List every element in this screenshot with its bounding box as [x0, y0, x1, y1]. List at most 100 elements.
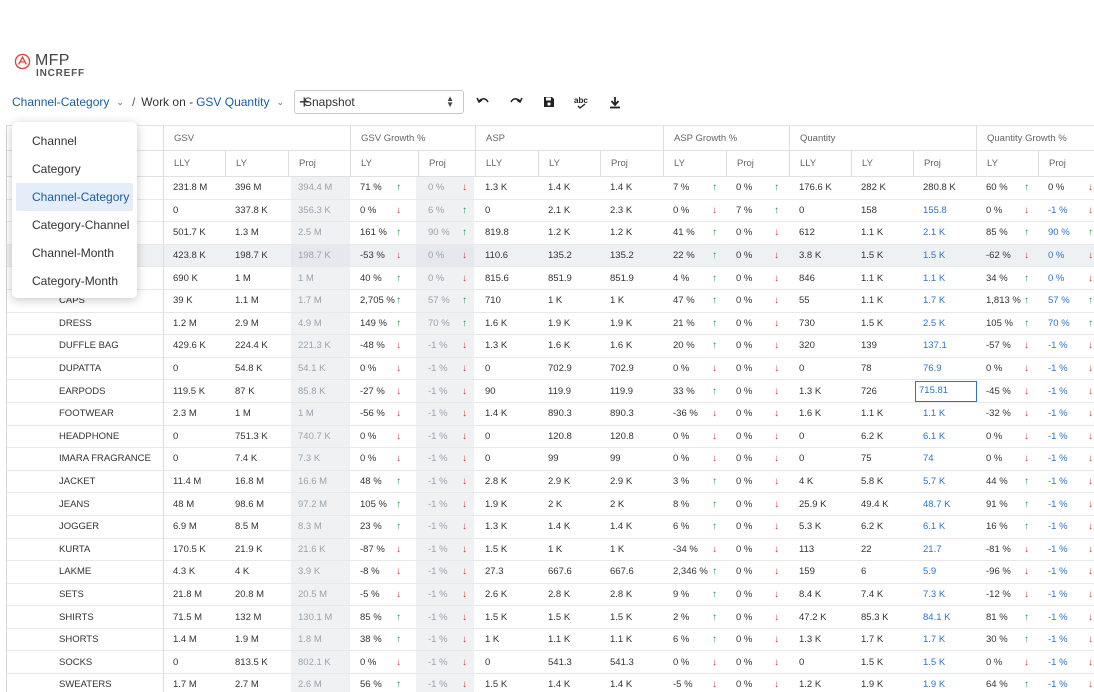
table-cell[interactable]: 221.3 K [298, 340, 331, 352]
table-cell[interactable]: 1.1 K [923, 408, 946, 420]
table-row[interactable]: KURTA 170.5 K 21.9 K 21.6 K -87 % -1 % 1.5 K 1 … [7, 538, 1094, 562]
table-cell[interactable]: -1 % [1048, 340, 1068, 352]
table-cell[interactable]: 155.8 [923, 204, 947, 216]
table-cell[interactable]: 4.9 M [298, 317, 322, 329]
group-header[interactable]: GSV Growth % [350, 126, 425, 150]
redo-icon[interactable] [507, 92, 525, 112]
table-cell[interactable]: 1.7 K [923, 295, 946, 307]
table-cell[interactable]: 8.3 M [298, 521, 322, 533]
table-cell[interactable]: 356.3 K [298, 204, 331, 216]
chevron-down-icon[interactable]: ⌄ [276, 96, 284, 107]
table-row[interactable]: 0 337.8 K 356.3 K 0 % 6 % 0 2.1 K 2.3 K 0 % 7 % 0 1… [7, 199, 1094, 223]
table-cell[interactable]: 1.7 M [298, 295, 322, 307]
table-row[interactable]: 501.7 K 1.3 M 2.5 M 161 % 90 % 819.8 1.2 K 1.2 … [7, 222, 1094, 245]
table-row[interactable]: SETS 21.8 M 20.8 M 20.5 M -5 % -1 % 2.6 K 2.8 K… [7, 583, 1094, 607]
table-row[interactable]: DRESS 1.2 M 2.9 M 4.9 M 149 % 70 % 1.6 K 1.9 K 1… [7, 312, 1094, 336]
table-cell[interactable]: 0 % [428, 250, 445, 262]
column-header[interactable]: Proj [418, 151, 446, 176]
table-cell[interactable]: 2.1 K [923, 227, 946, 239]
menu-item-category-channel[interactable]: Category-Channel [32, 218, 130, 232]
snapshot-select[interactable]: Snapshot ▲ ▼ [294, 90, 464, 114]
table-cell[interactable]: -1 % [1048, 204, 1068, 216]
table-row[interactable]: CAPS 39 K 1.1 M 1.7 M 2,705 % 57 % 710 1 K 1 K 47… [7, 289, 1094, 313]
column-header[interactable]: Proj [288, 151, 316, 176]
table-cell[interactable]: 1.7 K [923, 634, 946, 646]
download-icon[interactable] [606, 92, 624, 112]
menu-item-channel-month[interactable]: Channel-Month [32, 246, 115, 260]
table-cell[interactable]: 85.8 K [298, 385, 326, 397]
table-cell[interactable]: 1.1 K [923, 272, 946, 284]
table-cell[interactable]: -1 % [428, 363, 448, 375]
table-cell[interactable]: -1 % [1048, 566, 1068, 578]
table-cell[interactable]: -1 % [428, 611, 448, 623]
table-row[interactable]: 231.8 M 396 M 394.4 M 71 % 0 % 1.3 K 1.4 K 1.4 … [7, 177, 1094, 200]
table-row[interactable]: DUPATTA 0 54.8 K 54.1 K 0 % -1 % 0 702.9 702.9 0 … [7, 357, 1094, 381]
table-cell[interactable]: 137.1 [923, 340, 947, 352]
table-cell[interactable]: 74 [923, 453, 934, 465]
table-cell[interactable]: 2.5 K [923, 317, 946, 329]
table-cell[interactable]: 48.7 K [923, 498, 951, 510]
table-cell[interactable]: -1 % [428, 679, 448, 691]
add-button[interactable]: + [299, 92, 310, 112]
table-row[interactable]: SWEATERS 1.7 M 2.7 M 2.6 M 56 % -1 % 1.5 K 1.4 … [7, 674, 1094, 692]
level-selector[interactable]: Channel-Category [12, 95, 110, 109]
table-cell[interactable]: -1 % [1048, 679, 1068, 691]
table-cell[interactable]: -1 % [1048, 543, 1068, 555]
table-cell[interactable]: -1 % [428, 408, 448, 420]
table-cell[interactable]: 5.7 K [923, 476, 946, 488]
table-cell[interactable]: 198.7 K [298, 250, 331, 262]
table-row[interactable]: HEADPHONE 0 751.3 K 740.7 K 0 % -1 % 0 120.8 120… [7, 425, 1094, 449]
table-cell[interactable]: 54.1 K [298, 363, 326, 375]
table-cell[interactable]: -1 % [1048, 588, 1068, 600]
table-cell[interactable]: 70 % [428, 317, 450, 329]
column-header[interactable]: LY [225, 151, 247, 176]
column-header[interactable]: Proj [913, 151, 941, 176]
table-cell[interactable]: -1 % [1048, 498, 1068, 510]
table-cell[interactable]: 394.4 M [298, 182, 333, 194]
editing-cell-input[interactable]: 715.81 [915, 381, 977, 403]
table-cell[interactable]: 21.6 K [298, 543, 326, 555]
table-cell[interactable]: 6.1 K [923, 521, 946, 533]
table-cell[interactable]: -1 % [428, 543, 448, 555]
spell-check-icon[interactable]: abc [573, 92, 591, 112]
table-cell[interactable]: -1 % [428, 566, 448, 578]
table-cell[interactable]: 130.1 M [298, 611, 333, 623]
column-header[interactable]: LY [663, 151, 685, 176]
table-row[interactable]: LAKME 4.3 K 4 K 3.9 K -8 % -1 % 27.3 667.6 667.6… [7, 561, 1094, 584]
table-cell[interactable]: 1.9 K [923, 679, 946, 691]
table-row[interactable]: DUFFLE BAG 429.6 K 224.4 K 221.3 K -48 % -1 %… [7, 335, 1094, 358]
menu-item-category-month[interactable]: Category-Month [32, 274, 119, 288]
table-cell[interactable]: -1 % [428, 476, 448, 488]
table-cell[interactable]: -1 % [1048, 363, 1068, 375]
column-header[interactable]: Proj [600, 151, 628, 176]
table-row[interactable]: SHIRTS 71.5 M 132 M 130.1 M 85 % -1 % 1.5 K 1.5… [7, 606, 1094, 629]
group-header[interactable]: Quantity [789, 126, 835, 150]
table-cell[interactable]: 1 M [298, 408, 314, 420]
table-row[interactable]: SOCKS 0 813.5 K 802.1 K 0 % -1 % 0 541.3 541.3 0 … [7, 651, 1094, 675]
undo-icon[interactable] [474, 92, 492, 112]
table-cell[interactable]: -1 % [1048, 453, 1068, 465]
table-cell[interactable]: 1.5 K [923, 656, 946, 668]
table-cell[interactable]: -1 % [1048, 476, 1068, 488]
column-header[interactable]: Proj [1038, 151, 1066, 176]
table-cell[interactable]: -1 % [428, 453, 448, 465]
table-cell[interactable]: 90 % [428, 227, 450, 239]
table-cell[interactable]: 280.8 K [923, 182, 956, 194]
table-cell[interactable]: -1 % [428, 634, 448, 646]
table-row[interactable]: EARPODS 119.5 K 87 K 85.8 K -27 % -1 % 90 119.9… [7, 380, 1094, 403]
table-cell[interactable]: 0 % [428, 272, 445, 284]
group-header[interactable]: ASP [475, 126, 505, 150]
table-row[interactable]: 423.8 K 198.7 K 198.7 K -53 % 0 % 110.6 135.2 1… [7, 244, 1094, 268]
table-cell[interactable]: -1 % [1048, 430, 1068, 442]
table-cell[interactable]: -1 % [428, 385, 448, 397]
table-cell[interactable]: 57 % [1048, 295, 1070, 307]
table-cell[interactable]: -1 % [1048, 385, 1068, 397]
table-cell[interactable]: 802.1 K [298, 656, 331, 668]
table-cell[interactable]: 2.5 M [298, 227, 322, 239]
table-cell[interactable]: 1 M [298, 272, 314, 284]
table-row[interactable]: JACKET 11.4 M 16.8 M 16.6 M 48 % -1 % 2.8 K 2.9… [7, 470, 1094, 494]
column-header[interactable]: LY [350, 151, 372, 176]
table-cell[interactable]: -1 % [428, 521, 448, 533]
column-header[interactable]: LY [976, 151, 998, 176]
table-row[interactable]: IMARA FRAGRANCE 0 7.4 K 7.3 K 0 % -1 % 0 99 99 0 … [7, 448, 1094, 471]
